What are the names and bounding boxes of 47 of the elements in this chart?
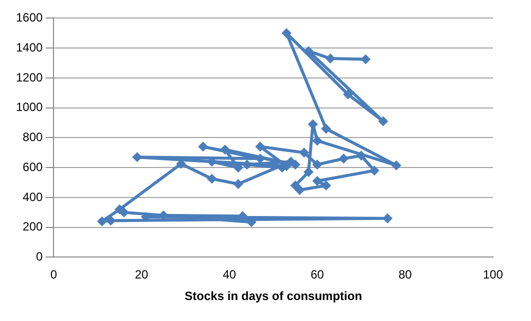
- x-axis-title: Stocks in days of consumption: [184, 289, 362, 304]
- point: [321, 124, 332, 134]
- point: [220, 144, 230, 155]
- point: [312, 160, 322, 170]
- point: [369, 166, 380, 176]
- x-tick-label: 60: [310, 268, 324, 282]
- y-tick-label: 200: [22, 220, 44, 234]
- x-tick-label: 40: [222, 268, 236, 282]
- point: [97, 216, 108, 226]
- point: [343, 89, 354, 100]
- point: [206, 174, 217, 184]
- x-tick-label: 0: [50, 268, 58, 282]
- point: [303, 167, 314, 178]
- point: [132, 152, 142, 162]
- point: [378, 116, 388, 126]
- point: [140, 212, 151, 222]
- point: [360, 54, 371, 64]
- point: [255, 142, 266, 152]
- y-tick-label: 600: [22, 160, 44, 174]
- point: [158, 210, 169, 220]
- point: [338, 154, 349, 164]
- y-tick-label: 1400: [16, 40, 44, 54]
- y-tick-label: 400: [22, 190, 44, 204]
- point: [198, 142, 208, 152]
- y-tick-label: 0: [36, 250, 44, 264]
- point: [233, 179, 244, 190]
- point: [118, 207, 129, 218]
- point: [286, 156, 296, 167]
- y-tick-label: 800: [22, 130, 44, 144]
- point: [299, 148, 310, 158]
- point: [312, 136, 322, 146]
- point: [294, 184, 305, 195]
- point: [325, 54, 336, 64]
- x-tick-label: 80: [398, 268, 412, 282]
- y-tick-label: 1600: [16, 10, 44, 25]
- point: [356, 150, 366, 161]
- x-tick-label: 100: [482, 268, 504, 282]
- point: [290, 180, 300, 190]
- x-tick-label: 20: [134, 268, 149, 282]
- point: [391, 160, 402, 170]
- point: [255, 154, 266, 164]
- point: [242, 160, 252, 170]
- point: [382, 213, 393, 224]
- point: [308, 119, 318, 130]
- y-tick-label: 1000: [16, 100, 44, 114]
- y-tick-label: 1200: [16, 70, 44, 84]
- point: [282, 28, 292, 38]
